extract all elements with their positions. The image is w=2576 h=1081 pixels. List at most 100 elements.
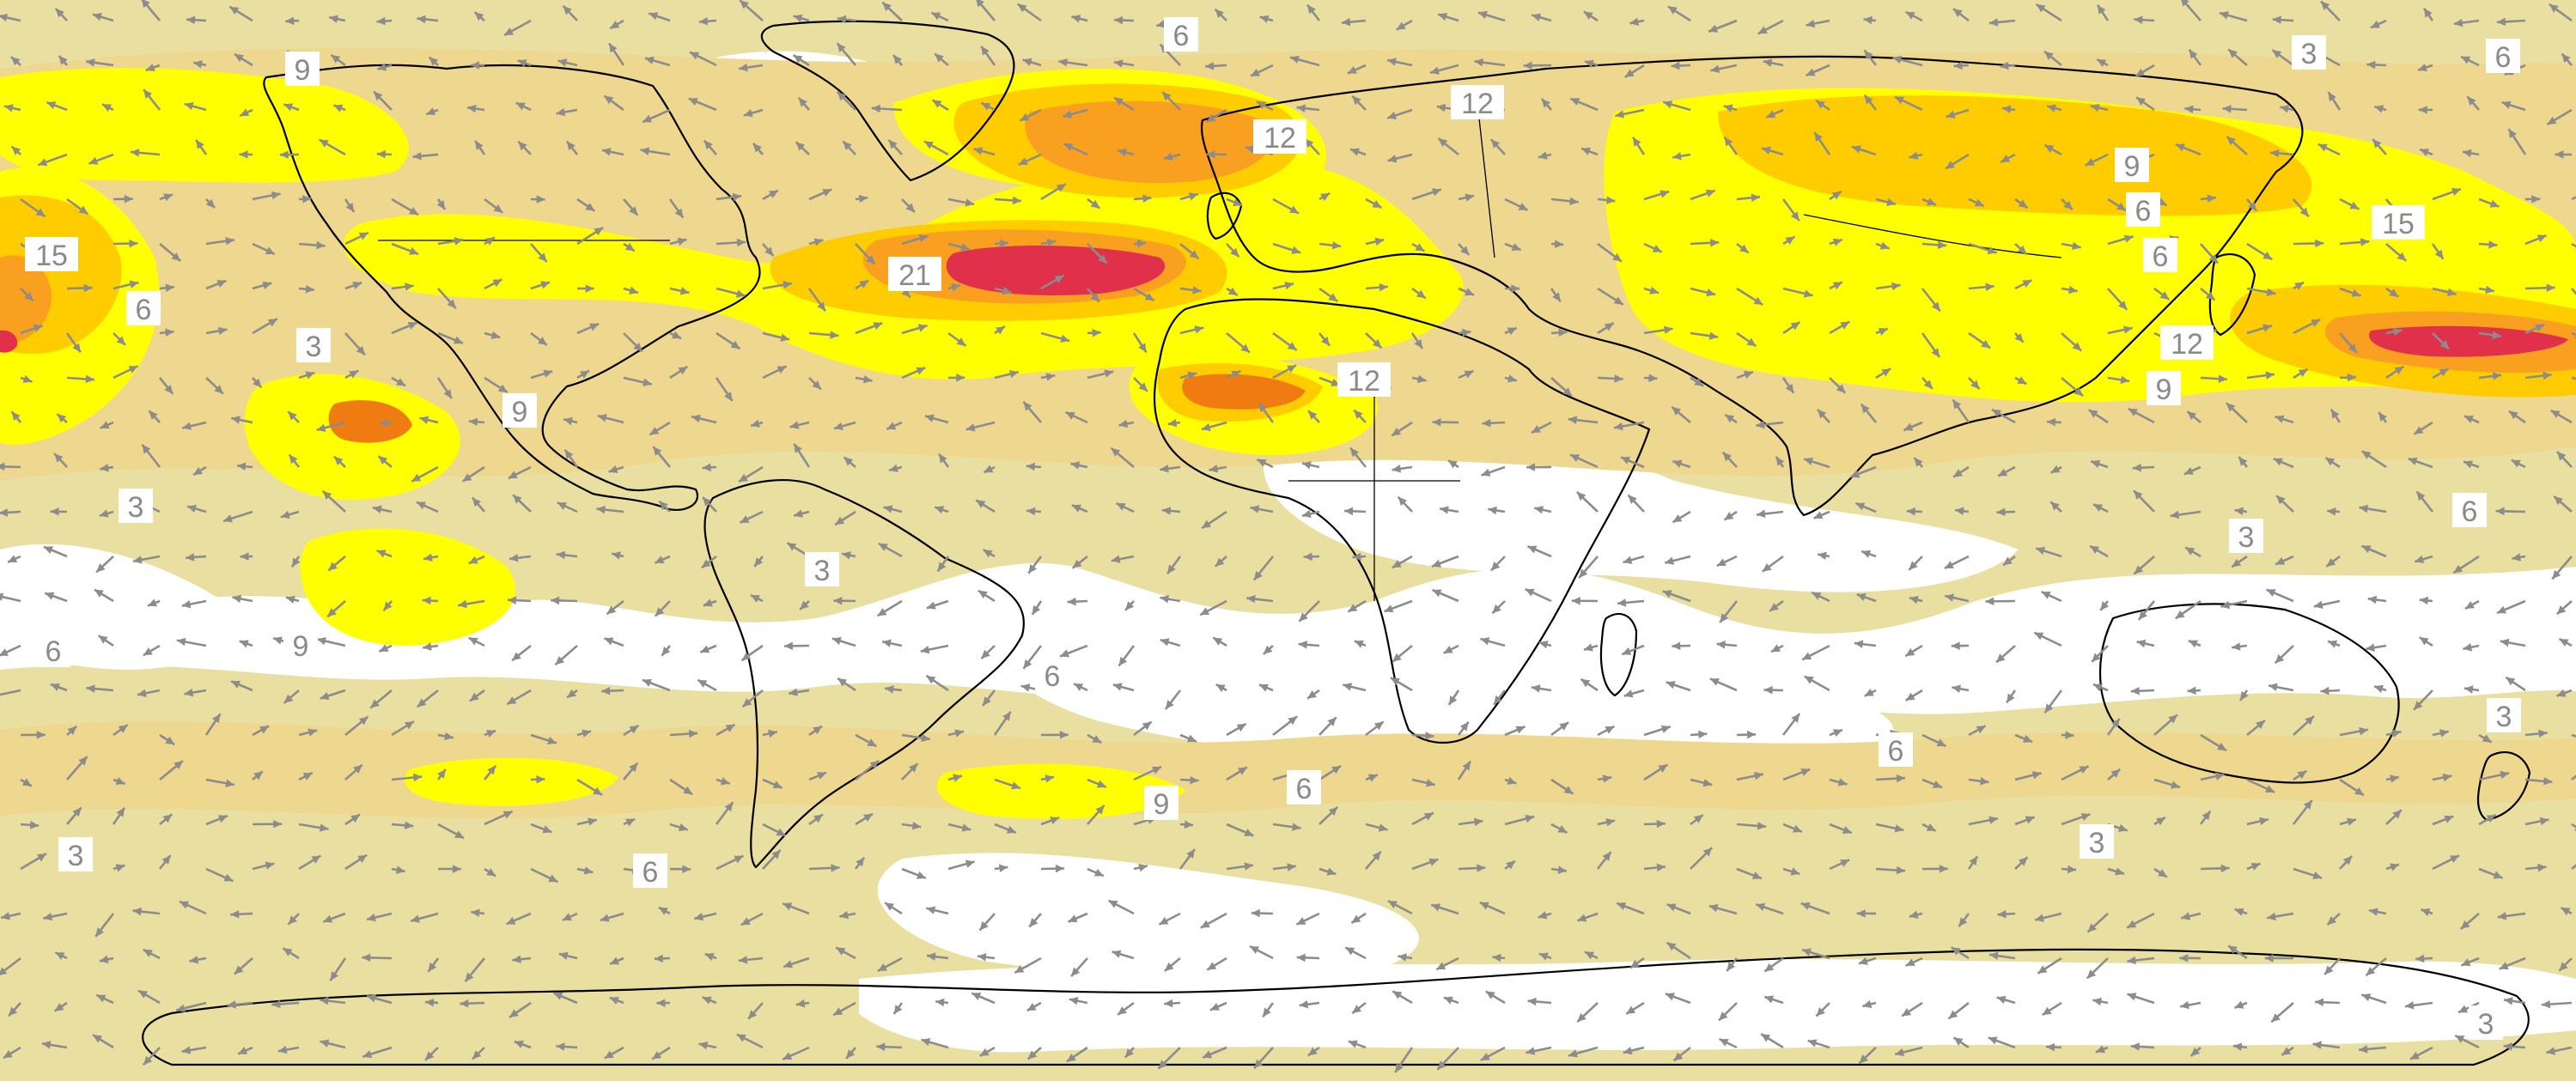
wind-arrow — [2273, 457, 2294, 469]
wind-arrow — [2339, 373, 2356, 382]
wind-arrow — [362, 953, 393, 963]
wind-arrow — [661, 645, 672, 657]
wind-arrow — [2246, 778, 2275, 793]
wind-arrow — [2188, 48, 2202, 66]
wind-arrow — [836, 42, 856, 66]
wind-arrow — [410, 912, 439, 923]
wind-arrow — [320, 1039, 346, 1049]
wind-arrow — [252, 242, 276, 256]
wind-arrow — [1811, 591, 1830, 603]
wind-arrow — [1719, 1037, 1738, 1049]
wind-arrow — [2478, 867, 2503, 879]
wind-arrow — [2293, 318, 2321, 335]
wind-arrow — [2385, 809, 2402, 825]
wind-arrow — [1550, 328, 1568, 337]
wind-arrow — [1597, 287, 1624, 306]
wind-arrow — [1921, 332, 1941, 358]
wind-arrow — [2133, 556, 2155, 575]
wind-arrow — [428, 56, 439, 66]
wind-arrow — [1070, 461, 1088, 470]
wind-arrow — [1262, 1002, 1275, 1018]
wind-arrow — [66, 283, 93, 293]
wind-arrow — [762, 823, 787, 837]
contour-label-background — [2147, 371, 2181, 405]
contour-low-antarctic — [859, 959, 2576, 1053]
wind-arrow — [2014, 279, 2032, 290]
wind-arrow — [563, 449, 579, 468]
wind-arrow — [1666, 681, 1691, 692]
wind-arrow — [982, 689, 996, 707]
contour-label-value: 6 — [2495, 41, 2512, 74]
wind-arrow — [701, 555, 717, 569]
wind-arrow — [716, 287, 746, 298]
wind-arrow — [1474, 58, 1506, 67]
wind-arrow — [1249, 944, 1274, 960]
wind-arrow — [1894, 1046, 1923, 1057]
wind-arrow — [2186, 410, 2201, 424]
wind-arrow — [1027, 556, 1043, 574]
wind-arrow — [2130, 1042, 2155, 1051]
wind-arrow — [808, 188, 832, 201]
wind-arrow — [66, 756, 88, 780]
wind-arrow — [2339, 332, 2358, 354]
wind-arrow — [1629, 957, 1645, 969]
wind-arrow — [1488, 506, 1506, 515]
wind-arrow — [2246, 242, 2273, 261]
wind-arrow — [1179, 242, 1200, 260]
wind-arrow — [2524, 817, 2549, 826]
wind-arrow — [2497, 912, 2526, 920]
wind-arrow — [2107, 288, 2128, 311]
wind-arrow — [1854, 640, 1877, 648]
wind-arrow — [468, 555, 485, 565]
wind-arrow — [792, 54, 810, 67]
wind-arrow — [947, 242, 971, 252]
contour-low-south-atlantic — [877, 853, 1420, 984]
wind-arrow — [923, 140, 949, 156]
wind-arrow — [239, 150, 253, 159]
wind-arrow — [2270, 1002, 2294, 1023]
wind-arrow — [1781, 377, 1795, 394]
wind-arrow — [1662, 590, 1691, 603]
wind-arrow — [239, 108, 253, 118]
wind-arrow — [808, 725, 823, 737]
wind-arrow — [1991, 408, 2016, 424]
wind-arrow — [228, 5, 253, 22]
wind-arrow — [596, 505, 624, 514]
wind-arrow — [1040, 238, 1057, 247]
wind-arrow — [834, 510, 856, 526]
wind-arrow — [132, 907, 161, 916]
wind-arrow — [376, 550, 393, 558]
wind-arrow — [2415, 490, 2434, 513]
wind-arrow — [1354, 640, 1367, 648]
wind-arrow — [1458, 243, 1471, 256]
wind-arrow — [566, 689, 578, 699]
contour-label-background — [2469, 1005, 2503, 1040]
wind-arrow — [1458, 369, 1475, 380]
wind-arrow — [703, 598, 717, 607]
wind-arrow — [1351, 94, 1367, 111]
wind-arrow — [474, 140, 486, 155]
wind-arrow — [669, 287, 690, 295]
wind-arrow — [1491, 600, 1506, 615]
wind-arrow — [885, 685, 903, 694]
wind-arrow — [46, 100, 68, 112]
wind-arrow — [2268, 683, 2294, 692]
wind-arrow — [2432, 332, 2451, 350]
wind-arrow — [576, 284, 594, 293]
coast-south-america — [703, 479, 1025, 869]
wind-arrow — [1863, 49, 1878, 66]
wind-arrow — [192, 60, 207, 69]
wind-arrow — [113, 864, 125, 872]
wind-arrow — [2524, 195, 2541, 203]
wind-arrow — [1158, 912, 1181, 926]
wind-arrow — [977, 952, 996, 962]
wind-arrow — [2200, 374, 2227, 383]
wind-arrow — [1365, 823, 1388, 832]
wind-arrow — [556, 107, 578, 117]
wind-arrow — [782, 902, 810, 915]
wind-arrow — [1063, 143, 1088, 156]
wind-arrow — [2555, 600, 2573, 616]
wind-arrow — [2134, 64, 2155, 78]
wind-arrow — [702, 996, 717, 1005]
wind-arrow — [2107, 768, 2122, 780]
